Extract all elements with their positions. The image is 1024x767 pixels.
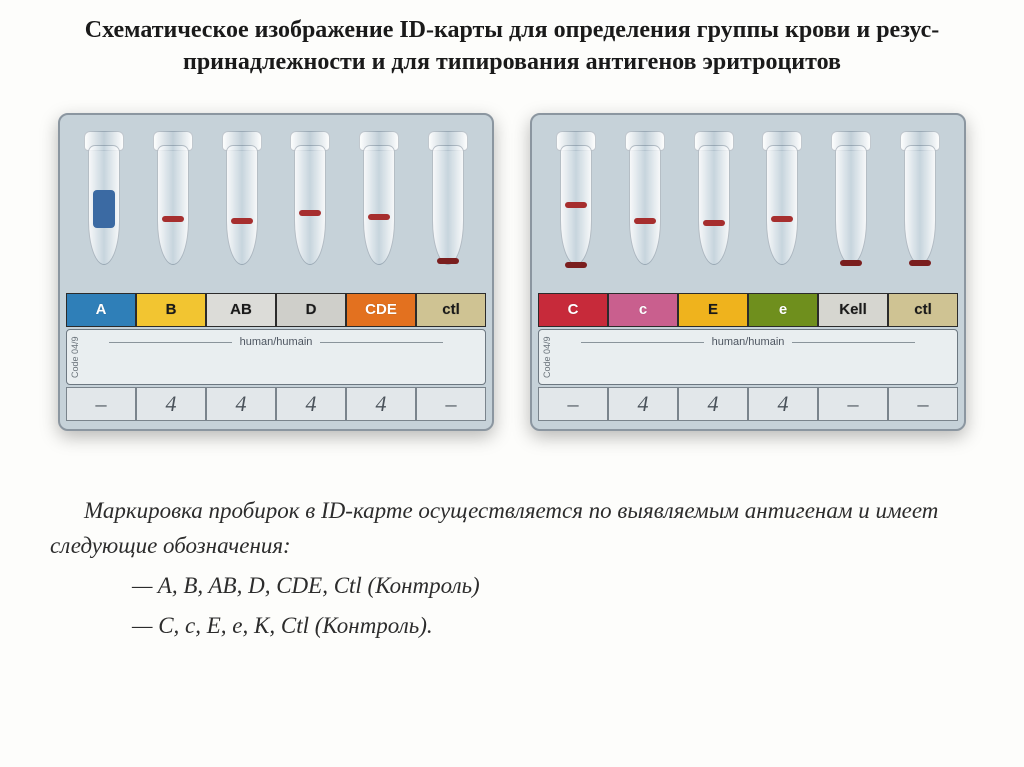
tube-body [157, 145, 189, 265]
info-panel: human/humain Code 04/9 [538, 329, 958, 385]
microtube [690, 131, 738, 291]
results-row: –444–– [538, 387, 958, 421]
intro-paragraph: Маркировка пробирок в ID-карте осуществл… [50, 493, 974, 564]
page-title: Схематическое изображение ID-карты для о… [40, 14, 984, 79]
reaction-band [231, 218, 253, 224]
tube-body [560, 145, 592, 265]
antigen-label: D [276, 293, 346, 327]
description-block: Маркировка пробирок в ID-карте осуществл… [40, 493, 984, 644]
antigen-label-row: CcEeKellctl [538, 293, 958, 327]
tube-body [294, 145, 326, 265]
result-cell: 4 [276, 387, 346, 421]
antigen-label-row: ABABDCDEctl [66, 293, 486, 327]
microtube [355, 131, 403, 291]
result-cell: – [66, 387, 136, 421]
result-cell: – [888, 387, 958, 421]
microtube [827, 131, 875, 291]
microtube [149, 131, 197, 291]
id-card: CcEeKellctlhuman/humainCode 04/9–444–– [530, 113, 966, 431]
list-item: C, c, E, e, K, Ctl (Контроль). [50, 608, 974, 644]
result-cell: 4 [136, 387, 206, 421]
human-label: human/humain [232, 337, 321, 348]
antigen-label: A [66, 293, 136, 327]
antigen-label: C [538, 293, 608, 327]
reaction-band [565, 262, 587, 268]
reaction-band [565, 202, 587, 208]
result-cell: – [416, 387, 486, 421]
id-card: ABABDCDEctlhuman/humainCode 04/9–4444– [58, 113, 494, 431]
code-label: Code 04/9 [71, 336, 80, 378]
antigen-label: ctl [888, 293, 958, 327]
antigen-label: Kell [818, 293, 888, 327]
reaction-band [840, 260, 862, 266]
microtube [896, 131, 944, 291]
result-cell: 4 [678, 387, 748, 421]
reaction-band [368, 214, 390, 220]
antigen-label: CDE [346, 293, 416, 327]
tube-body [835, 145, 867, 265]
antigen-label: e [748, 293, 818, 327]
reaction-band [437, 258, 459, 264]
reaction-band [703, 220, 725, 226]
microtube [218, 131, 266, 291]
result-cell: – [818, 387, 888, 421]
tube-body [363, 145, 395, 265]
tube-body [698, 145, 730, 265]
tubes-row [66, 121, 486, 291]
code-label: Code 04/9 [543, 336, 552, 378]
result-cell: 4 [748, 387, 818, 421]
cards-row: ABABDCDEctlhuman/humainCode 04/9–4444–Cc… [40, 113, 984, 431]
result-cell: 4 [346, 387, 416, 421]
reaction-band [909, 260, 931, 266]
tubes-row [538, 121, 958, 291]
microtube [552, 131, 600, 291]
info-panel: human/humain Code 04/9 [66, 329, 486, 385]
tube-body [226, 145, 258, 265]
reaction-band [299, 210, 321, 216]
reaction-band [771, 216, 793, 222]
microtube [286, 131, 334, 291]
antigen-label: c [608, 293, 678, 327]
tube-body [766, 145, 798, 265]
list-item: A, B, AB, D, CDE, Ctl (Контроль) [50, 568, 974, 604]
antigen-label: E [678, 293, 748, 327]
antigen-label: ctl [416, 293, 486, 327]
tube-body [629, 145, 661, 265]
microtube [424, 131, 472, 291]
antigen-label: B [136, 293, 206, 327]
result-cell: – [538, 387, 608, 421]
result-cell: 4 [206, 387, 276, 421]
tube-body [432, 145, 464, 265]
microtube [80, 131, 128, 291]
microtube [758, 131, 806, 291]
human-label: human/humain [704, 337, 793, 348]
result-cell: 4 [608, 387, 678, 421]
results-row: –4444– [66, 387, 486, 421]
reaction-band [634, 218, 656, 224]
antigen-label: AB [206, 293, 276, 327]
microtube [621, 131, 669, 291]
tube-body [904, 145, 936, 265]
reaction-band [162, 216, 184, 222]
tube-body [88, 145, 120, 265]
reaction-band [93, 190, 115, 228]
